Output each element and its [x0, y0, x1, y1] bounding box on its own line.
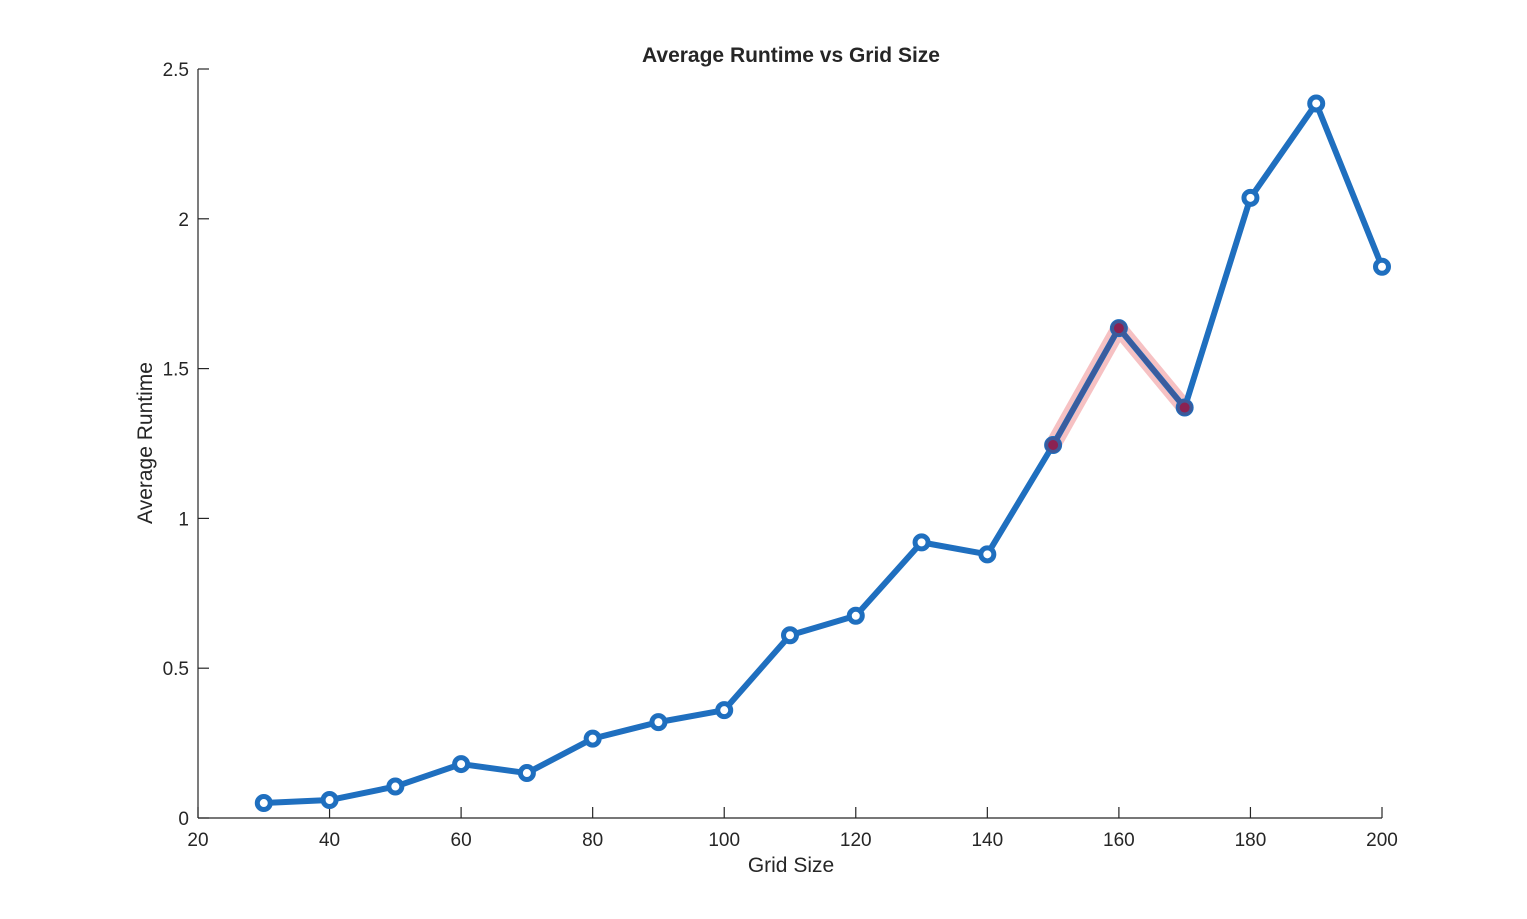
highlight-point: [1045, 436, 1062, 453]
series-line: [260, 100, 1385, 807]
y-tick-label: 1.5: [163, 360, 189, 381]
data-point: [583, 729, 602, 748]
data-point: [649, 713, 668, 732]
y-axis-ticks: 0 0.5 1 1.5 2 2.5: [163, 60, 209, 830]
x-tick-label: 40: [319, 830, 340, 851]
data-point: [846, 606, 865, 625]
y-axis-title: Average Runtime: [134, 362, 157, 524]
data-point: [1241, 188, 1260, 207]
data-point: [912, 533, 931, 552]
x-tick-label: 80: [582, 830, 603, 851]
x-tick-label: 160: [1103, 830, 1135, 851]
x-tick-label: 140: [971, 830, 1003, 851]
x-axis-title: Grid Size: [748, 854, 834, 877]
y-tick-label: 1: [178, 509, 189, 530]
axes: [197, 69, 1382, 819]
y-tick-label: 2.5: [163, 60, 189, 81]
x-tick-label: 20: [187, 830, 208, 851]
data-point: [1307, 94, 1326, 113]
chart-title: Average Runtime vs Grid Size: [642, 44, 940, 67]
highlight-point: [1110, 320, 1127, 337]
data-point: [781, 626, 799, 645]
y-tick-label: 0.5: [163, 659, 189, 680]
data-point: [320, 791, 339, 810]
data-point: [1373, 257, 1391, 276]
data-point: [386, 777, 405, 796]
data-point: [978, 545, 997, 564]
x-axis-ticks: 20 40 60 80 100 120 140 160 180 200: [187, 807, 1398, 851]
x-tick-label: 120: [840, 830, 872, 851]
data-point: [254, 794, 273, 813]
data-point: [715, 701, 734, 720]
x-tick-label: 100: [708, 830, 740, 851]
x-tick-label: 200: [1366, 830, 1398, 851]
data-point: [452, 755, 471, 774]
data-point: [517, 764, 536, 783]
series-group: [254, 94, 1391, 813]
x-tick-label: 180: [1235, 830, 1267, 851]
highlight-point: [1176, 399, 1193, 416]
y-tick-label: 2: [178, 210, 189, 231]
y-tick-label: 0: [178, 809, 189, 830]
highlight-line: [1050, 325, 1188, 448]
x-tick-label: 60: [451, 830, 472, 851]
